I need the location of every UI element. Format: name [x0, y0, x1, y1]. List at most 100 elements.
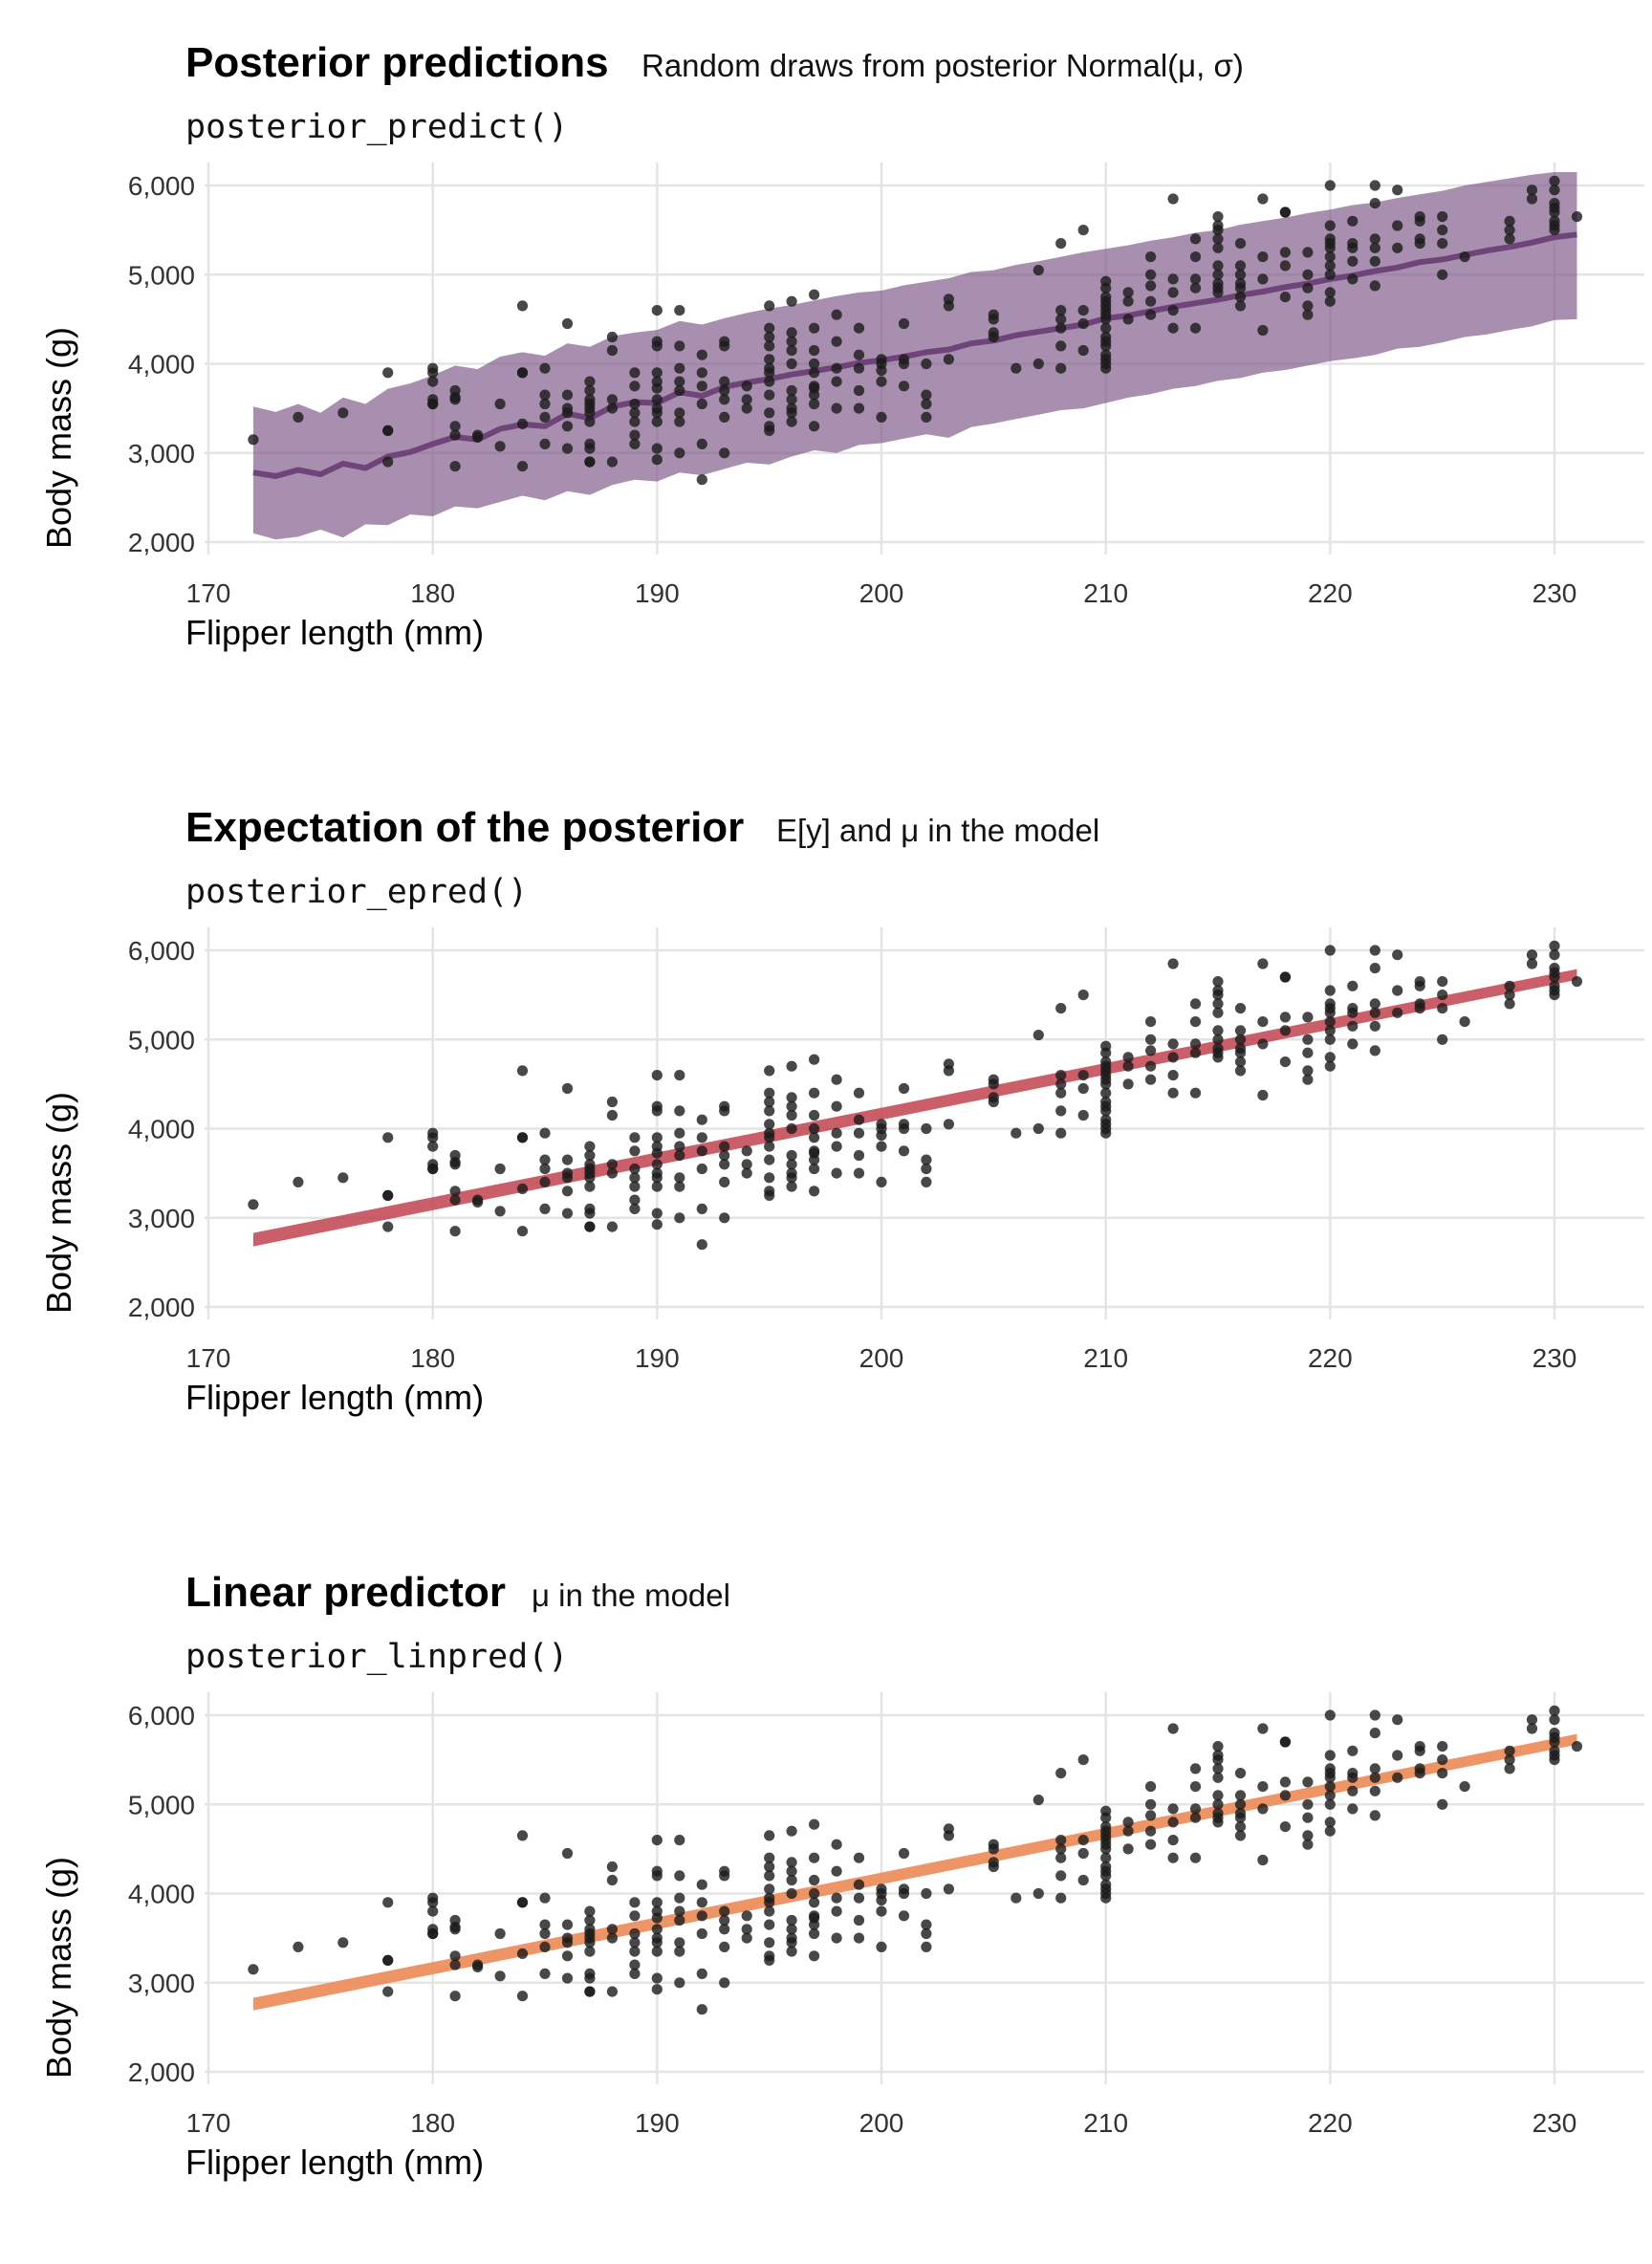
- data-point: [853, 384, 865, 397]
- chart-posterior-linpred: Linear predictor μ in the model posterio…: [39, 1569, 1644, 2182]
- data-point: [764, 1065, 775, 1077]
- data-point: [1234, 1821, 1247, 1833]
- y-tick-label: 2,000: [128, 528, 195, 557]
- data-point: [1145, 1839, 1157, 1850]
- data-point: [741, 1910, 752, 1922]
- data-point: [943, 1119, 955, 1130]
- data-point: [1055, 1003, 1067, 1014]
- chart-subtitle: Random draws from posterior Normal(μ, σ): [641, 48, 1244, 83]
- data-point: [741, 381, 752, 392]
- data-point: [1055, 340, 1067, 352]
- data-point: [853, 349, 865, 360]
- data-point: [1347, 1745, 1359, 1756]
- data-point: [719, 340, 730, 352]
- data-point: [1212, 976, 1224, 988]
- data-point: [1504, 998, 1515, 1010]
- data-point: [651, 1159, 663, 1170]
- data-point: [449, 394, 461, 405]
- data-point: [1032, 1795, 1044, 1806]
- data-point: [674, 1212, 685, 1224]
- data-point: [1279, 1821, 1291, 1833]
- data-point: [1302, 282, 1314, 294]
- data-point: [472, 1959, 484, 1970]
- data-point: [1437, 990, 1448, 1001]
- data-point: [764, 376, 775, 387]
- data-point: [1100, 1812, 1112, 1823]
- data-point: [1369, 180, 1380, 191]
- data-point: [898, 317, 910, 330]
- data-point: [1526, 1723, 1538, 1734]
- data-point: [809, 358, 820, 370]
- data-point: [1189, 1812, 1202, 1823]
- data-point: [1055, 238, 1067, 250]
- data-point: [584, 1905, 596, 1917]
- y-tick-label: 6,000: [128, 936, 195, 966]
- y-tick-label: 4,000: [128, 1115, 195, 1144]
- x-tick-label: 220: [1308, 578, 1353, 608]
- data-point: [1145, 1781, 1157, 1793]
- data-point: [606, 1861, 619, 1873]
- data-point: [831, 1141, 842, 1152]
- data-point: [809, 344, 820, 357]
- data-point: [1549, 185, 1560, 196]
- point-layer: [248, 940, 1583, 1251]
- data-point: [853, 1149, 865, 1162]
- data-point: [382, 367, 394, 379]
- band-layer: [252, 172, 1577, 540]
- data-point: [719, 411, 730, 423]
- data-point: [1437, 1754, 1448, 1766]
- data-point: [606, 456, 619, 468]
- data-point: [831, 1100, 842, 1112]
- data-point: [1234, 260, 1247, 272]
- data-point: [427, 376, 439, 387]
- data-point: [1234, 282, 1247, 294]
- data-point: [561, 1208, 574, 1219]
- y-tick-label: 6,000: [128, 171, 195, 201]
- data-point: [1369, 1045, 1380, 1056]
- data-point: [1302, 1074, 1314, 1085]
- data-point: [1077, 1835, 1089, 1846]
- data-point: [674, 384, 685, 397]
- data-point: [674, 1181, 685, 1192]
- data-point: [629, 1927, 641, 1940]
- y-tick-label: 5,000: [128, 260, 195, 290]
- data-point: [809, 1950, 820, 1962]
- data-point: [696, 438, 707, 449]
- data-point: [449, 429, 461, 441]
- data-point: [898, 1082, 910, 1095]
- data-point: [764, 1954, 775, 1966]
- data-point: [427, 367, 439, 379]
- data-point: [1145, 280, 1157, 292]
- data-point: [741, 403, 752, 414]
- grid-layer: [205, 927, 1644, 1319]
- data-point: [1549, 971, 1560, 983]
- data-point: [988, 1096, 999, 1108]
- data-point: [629, 429, 641, 441]
- data-point: [1369, 1785, 1380, 1796]
- data-point: [1302, 1776, 1314, 1788]
- data-point: [1077, 1847, 1089, 1860]
- data-point: [876, 1141, 887, 1152]
- band-layer: [252, 969, 1577, 1247]
- data-point: [1257, 251, 1269, 263]
- data-point: [337, 1172, 349, 1184]
- data-point: [1549, 940, 1560, 951]
- data-point: [1437, 1768, 1448, 1779]
- data-point: [719, 1870, 730, 1882]
- data-point: [674, 407, 685, 419]
- panel-posterior-linpred: Linear predictor μ in the model posterio…: [0, 1530, 1652, 2264]
- data-point: [764, 1897, 775, 1908]
- data-point: [1549, 1705, 1560, 1716]
- data-point: [786, 1937, 797, 1948]
- data-point: [606, 1874, 619, 1886]
- data-point: [809, 398, 820, 410]
- y-tick-layer: 2,000 3,000 4,000 5,000 6,000: [128, 1701, 195, 2087]
- data-point: [1437, 225, 1448, 236]
- data-point: [988, 1843, 999, 1855]
- data-point: [674, 376, 685, 387]
- data-point: [988, 314, 999, 325]
- data-point: [427, 1141, 439, 1152]
- data-point: [1414, 1745, 1425, 1756]
- data-point: [651, 1208, 663, 1219]
- data-point: [1189, 282, 1202, 294]
